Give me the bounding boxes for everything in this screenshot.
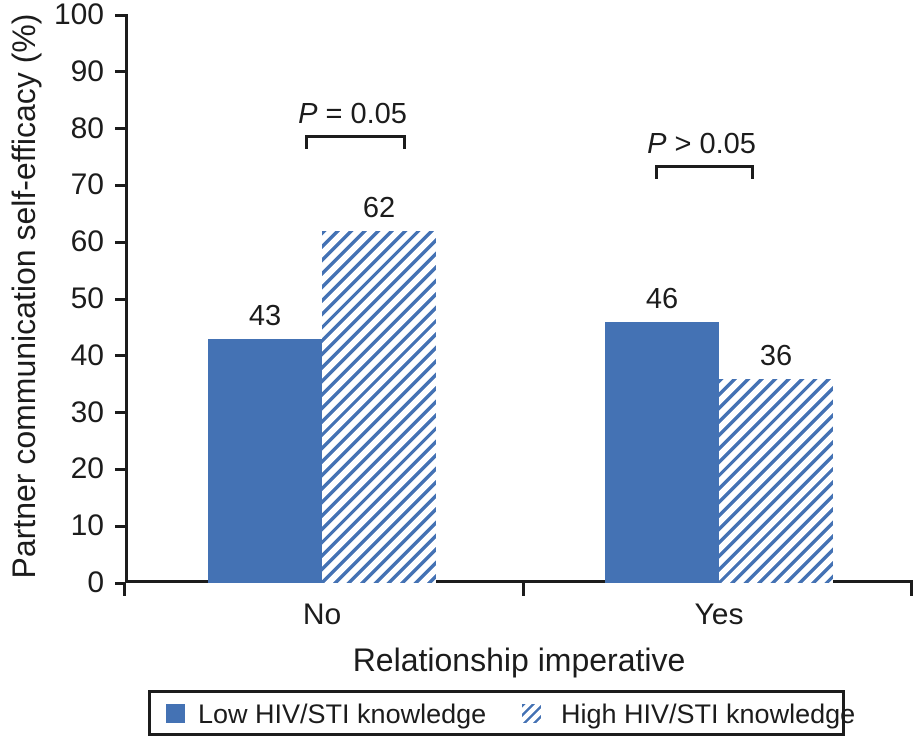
x-axis-tick	[123, 583, 126, 596]
value-label-solid-no: 43	[248, 299, 282, 332]
legend-swatch-low-knowledge	[166, 704, 185, 723]
bar-hatched-yes	[719, 378, 833, 583]
x-axis-title: Relationship imperative	[352, 642, 686, 678]
bar-hatched-no	[322, 230, 436, 583]
x-axis-tick	[522, 583, 525, 596]
plot-area: 43 62 46 36 P = 0.05 P > 0.05	[125, 15, 913, 583]
y-axis-tick-label: 80	[70, 111, 104, 145]
bar-solid-yes	[605, 321, 719, 583]
y-axis-tick	[115, 13, 125, 17]
significance-bracket-yes	[655, 165, 754, 179]
category-label-yes: Yes	[694, 598, 744, 631]
y-axis-tick	[115, 354, 125, 358]
y-axis-tick	[115, 70, 125, 74]
y-axis-tick	[115, 240, 125, 244]
y-axis-tick-label: 20	[70, 452, 104, 486]
value-label-solid-yes: 46	[645, 282, 679, 315]
p-relation-value: = 0.05	[317, 98, 407, 130]
y-axis-tick	[115, 467, 125, 471]
y-axis-tick-label: 40	[70, 338, 104, 372]
x-axis-tick	[910, 583, 913, 596]
y-axis-tick-label: 0	[87, 566, 104, 599]
bar-solid-no	[208, 338, 322, 583]
legend-label-high-knowledge: High HIV/STI knowledge	[561, 699, 856, 729]
significance-label-yes: P > 0.05	[622, 128, 782, 160]
y-axis-tick	[115, 411, 125, 415]
y-axis-tick-label: 50	[70, 282, 104, 315]
legend: Low HIV/STI knowledge High HIV/STI knowl…	[148, 690, 855, 736]
p-symbol: P	[647, 128, 667, 160]
value-label-hatched-yes: 36	[759, 339, 793, 372]
legend-swatch-high-knowledge	[522, 704, 541, 723]
category-label-no: No	[302, 598, 342, 631]
y-axis-tick-label: 10	[70, 509, 104, 543]
y-axis-tick	[115, 297, 125, 301]
significance-bracket-no	[305, 135, 406, 149]
legend-label-low-knowledge: Low HIV/STI knowledge	[198, 699, 487, 729]
significance-label-no: P = 0.05	[273, 98, 433, 130]
y-axis-tick-label: 90	[70, 54, 104, 88]
value-label-hatched-no: 62	[362, 191, 396, 224]
y-axis-tick-label: 30	[70, 395, 104, 429]
y-axis-tick	[115, 581, 125, 585]
y-axis-tick	[115, 524, 125, 528]
x-axis-line	[125, 580, 913, 583]
y-axis-tick-label: 70	[70, 168, 104, 202]
y-axis-tick	[115, 183, 125, 187]
y-axis-line	[125, 14, 128, 583]
p-symbol: P	[298, 98, 318, 130]
y-axis-tick	[115, 127, 125, 131]
p-relation-value: > 0.05	[666, 128, 756, 160]
y-axis-tick-label: 60	[70, 225, 104, 259]
y-axis-tick-label: 100	[53, 0, 104, 31]
